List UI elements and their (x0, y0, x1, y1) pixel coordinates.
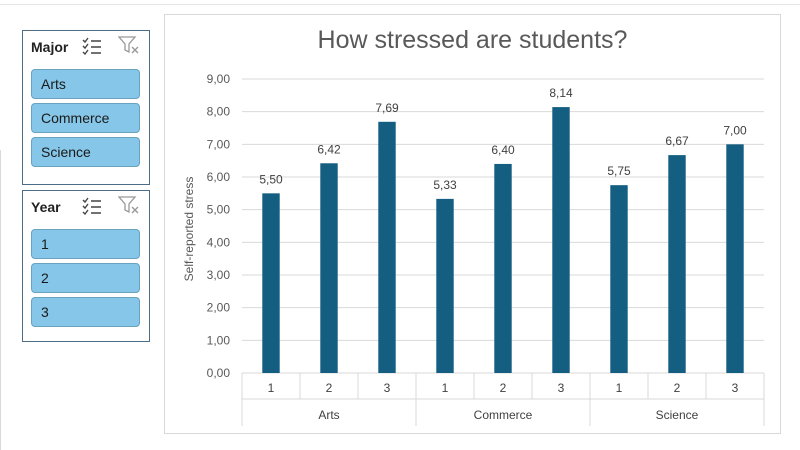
bar (610, 185, 628, 373)
y-tick-label: 8,00 (207, 105, 231, 119)
bar (262, 193, 280, 373)
clear-filter-icon[interactable] (118, 195, 140, 215)
y-tick-label: 7,00 (207, 137, 231, 151)
multi-select-icon[interactable] (82, 197, 102, 215)
slicer-item-science[interactable]: Science (31, 137, 140, 167)
left-edge-line (0, 150, 9, 450)
y-tick-label: 9,00 (207, 72, 231, 86)
clear-filter-icon[interactable] (118, 35, 140, 55)
x-group-label: Arts (318, 408, 339, 422)
data-label: 6,42 (317, 142, 341, 156)
multi-select-icon[interactable] (82, 37, 102, 55)
bar (378, 121, 396, 373)
y-tick-label: 3,00 (207, 268, 231, 282)
slicer-item-arts[interactable]: Arts (31, 69, 140, 99)
slicer-major-header: Major (23, 31, 149, 61)
y-tick-label: 4,00 (207, 235, 231, 249)
x-tick-label: 1 (442, 381, 449, 395)
slicer-major: Major Arts Commerce Science (22, 30, 150, 185)
top-border (0, 0, 800, 5)
x-tick-label: 2 (500, 381, 507, 395)
data-label: 5,33 (433, 178, 457, 192)
y-tick-label: 2,00 (207, 301, 231, 315)
x-tick-label: 3 (384, 381, 391, 395)
data-label: 8,14 (549, 86, 573, 100)
x-tick-label: 3 (732, 381, 739, 395)
y-tick-label: 1,00 (207, 333, 231, 347)
slicer-item-year-1[interactable]: 1 (31, 229, 140, 259)
x-tick-label: 3 (558, 381, 565, 395)
x-tick-label: 1 (616, 381, 623, 395)
data-label: 6,67 (665, 134, 689, 148)
y-tick-label: 6,00 (207, 170, 231, 184)
bar (494, 163, 512, 373)
bar (726, 144, 744, 373)
data-label: 6,40 (491, 143, 515, 157)
bar (552, 107, 570, 374)
slicer-year-header: Year (23, 191, 149, 221)
bar (436, 198, 454, 373)
data-label: 7,00 (723, 123, 747, 137)
bar (320, 163, 338, 373)
y-tick-label: 5,00 (207, 203, 231, 217)
x-group-label: Commerce (474, 408, 533, 422)
x-tick-label: 2 (674, 381, 681, 395)
y-tick-label: 0,00 (207, 366, 231, 380)
x-tick-label: 1 (268, 381, 275, 395)
slicer-major-title: Major (31, 39, 69, 55)
slicer-item-year-2[interactable]: 2 (31, 263, 140, 293)
x-tick-label: 2 (326, 381, 333, 395)
slicer-year: Year 1 2 3 (22, 190, 150, 342)
x-group-label: Science (656, 408, 699, 422)
chart-title: How stressed are students? (317, 26, 628, 54)
slicer-item-year-3[interactable]: 3 (31, 297, 140, 327)
data-label: 7,69 (375, 101, 399, 115)
data-label: 5,75 (607, 164, 631, 178)
data-label: 5,50 (259, 172, 283, 186)
slicer-item-commerce[interactable]: Commerce (31, 103, 140, 133)
bar (668, 155, 686, 373)
slicer-year-title: Year (31, 199, 61, 215)
